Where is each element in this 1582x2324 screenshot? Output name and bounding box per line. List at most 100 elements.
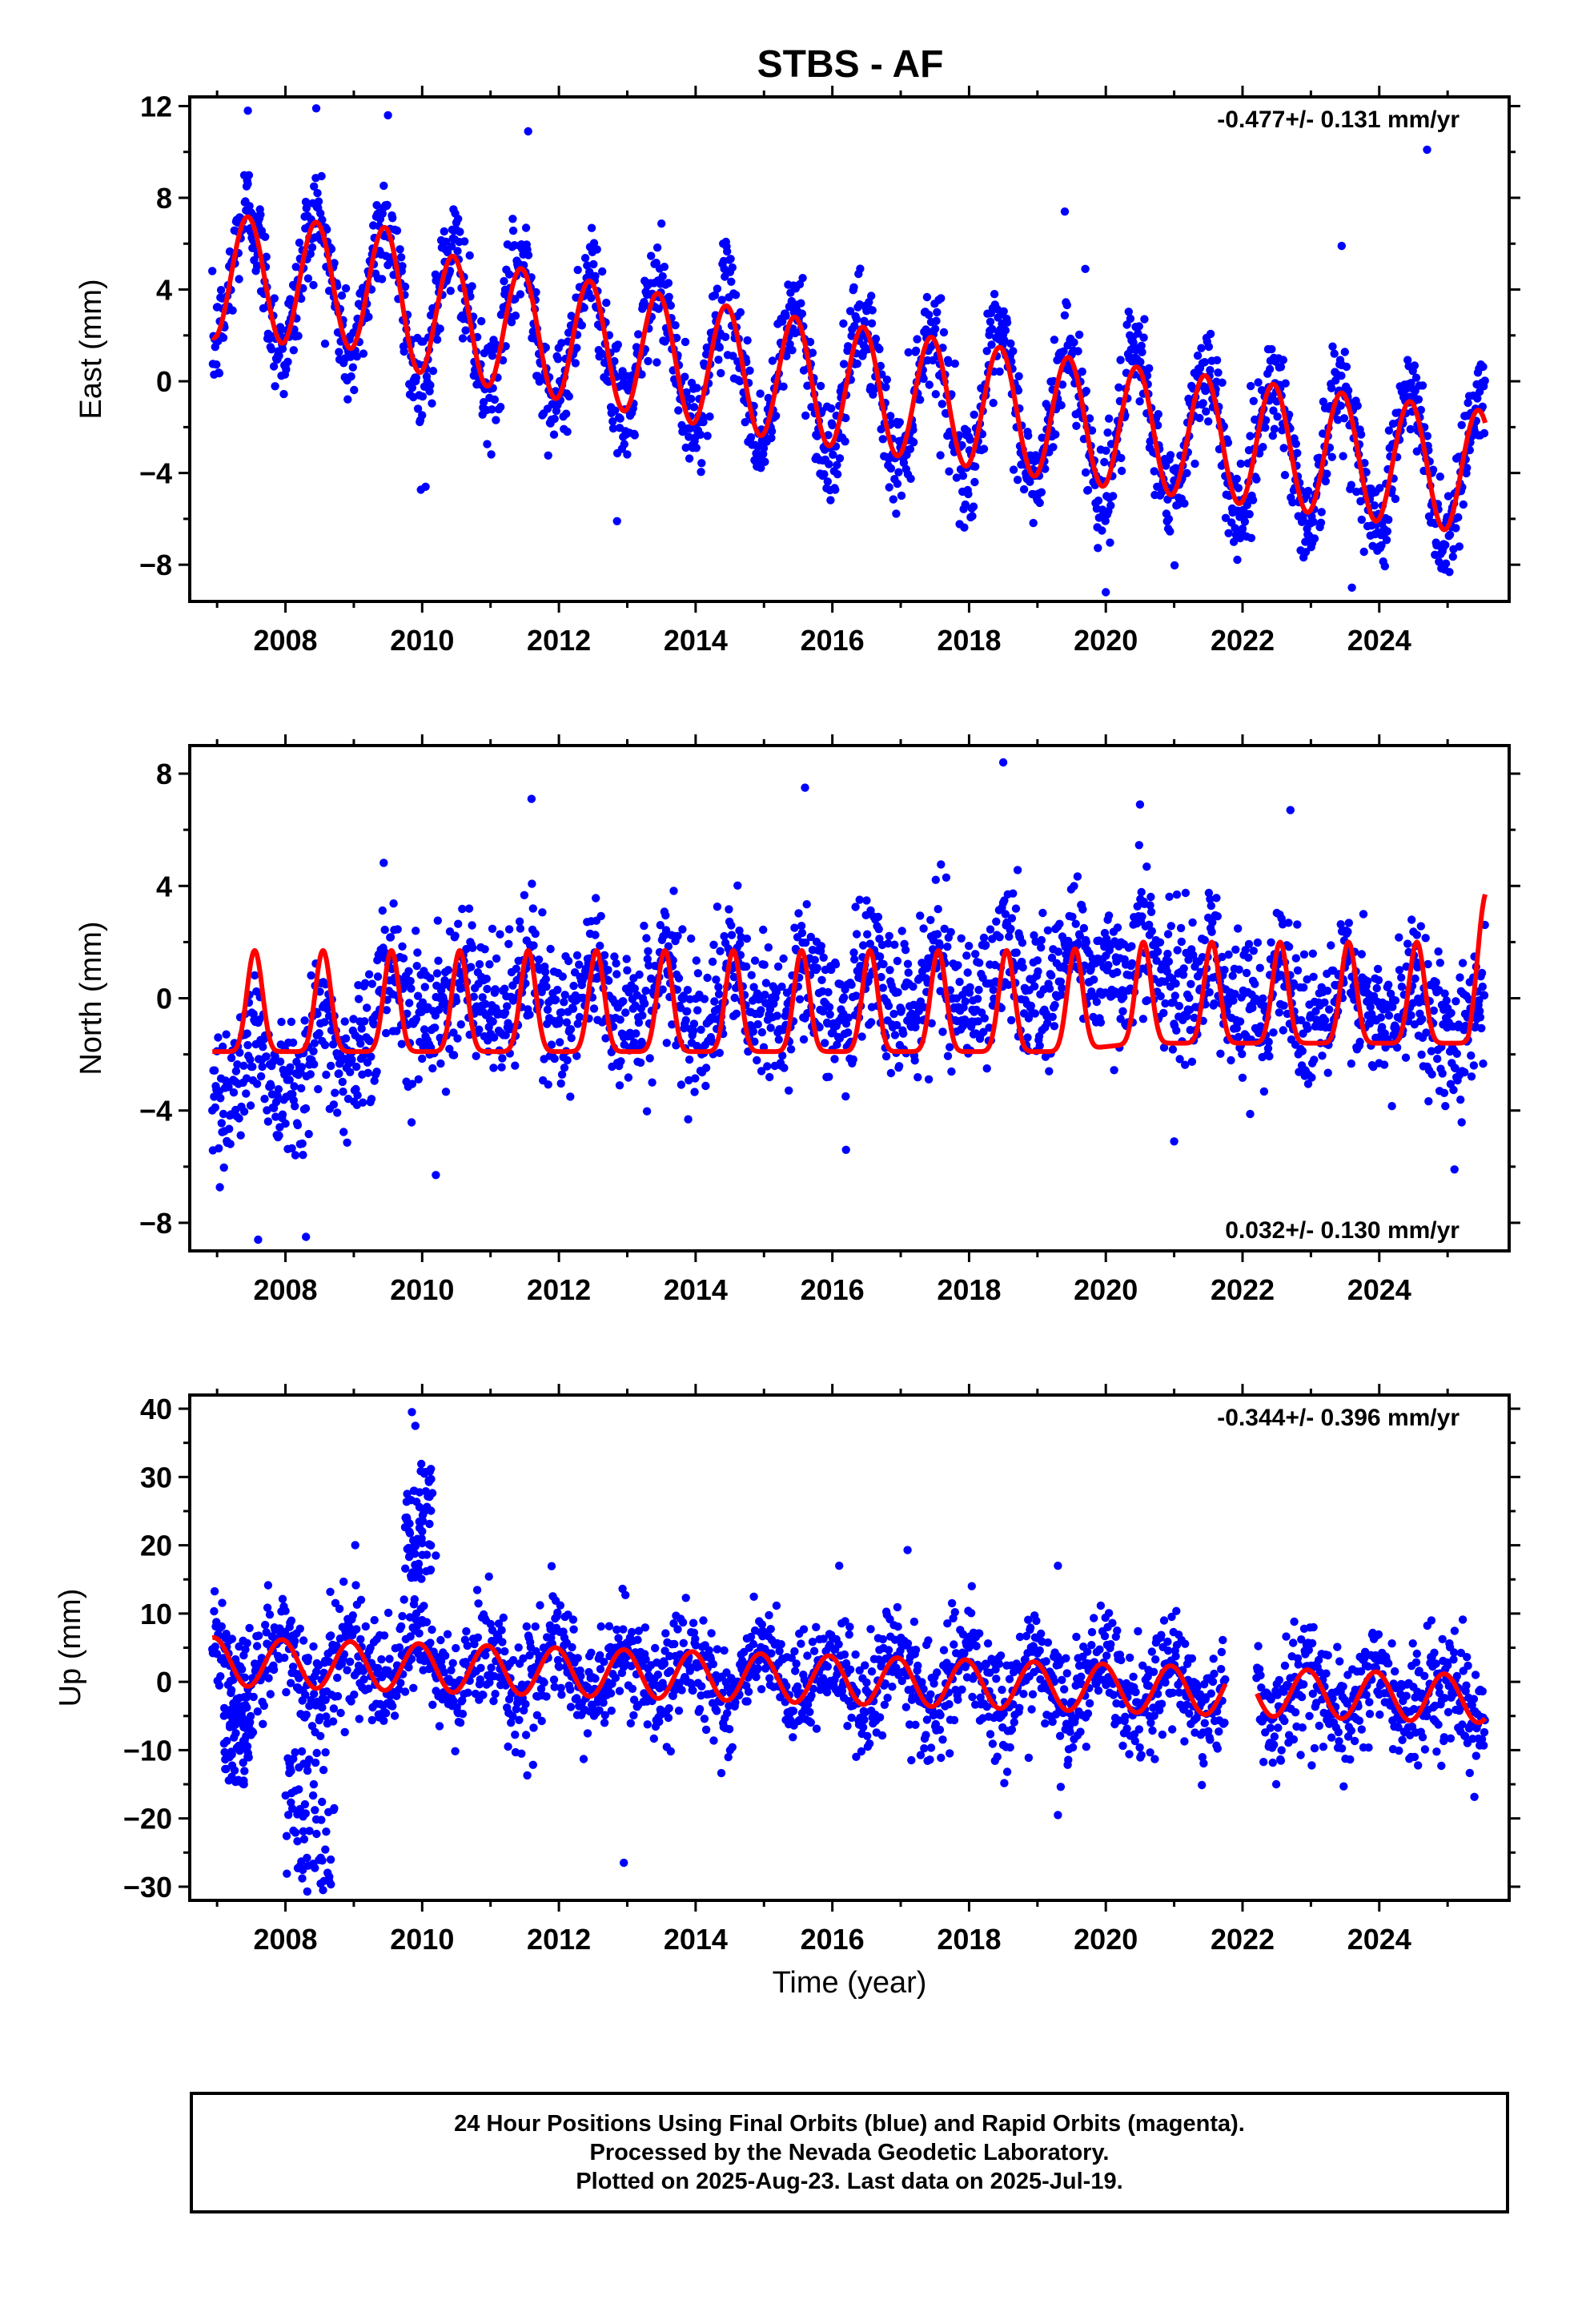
data-point — [971, 950, 980, 959]
data-point — [1333, 416, 1343, 424]
data-point — [451, 1747, 460, 1755]
data-point — [1106, 501, 1115, 510]
data-point — [591, 271, 600, 280]
data-point — [616, 1057, 625, 1066]
data-point — [1090, 975, 1098, 984]
data-point — [1323, 987, 1332, 995]
data-point — [436, 324, 444, 333]
data-point — [909, 438, 918, 447]
data-point — [516, 290, 525, 299]
data-point — [828, 420, 837, 430]
data-point — [685, 1055, 694, 1064]
data-point — [890, 1031, 900, 1039]
data-point — [955, 977, 964, 987]
data-point — [736, 308, 745, 317]
data-point — [966, 435, 974, 444]
data-point — [409, 1683, 418, 1692]
data-point — [563, 1055, 572, 1065]
data-point — [823, 1019, 833, 1028]
data-point — [1185, 993, 1194, 1003]
data-point — [291, 1102, 299, 1111]
data-point — [392, 1027, 401, 1035]
data-point — [757, 1027, 766, 1037]
plot-frame — [188, 95, 1511, 603]
data-point — [1347, 1059, 1356, 1068]
data-point — [715, 1048, 724, 1058]
data-point — [299, 1151, 307, 1160]
data-point — [756, 389, 765, 398]
data-point — [938, 1027, 947, 1036]
data-point — [359, 1675, 368, 1684]
data-point — [1174, 1002, 1184, 1011]
data-point — [1200, 935, 1210, 945]
data-point — [962, 951, 971, 960]
data-point — [608, 424, 618, 433]
data-point — [1293, 448, 1302, 457]
data-point — [906, 474, 915, 483]
data-point — [642, 934, 651, 943]
data-point — [564, 956, 573, 966]
data-point — [379, 858, 388, 867]
data-point — [1137, 887, 1146, 897]
data-point — [372, 201, 381, 210]
data-point — [825, 1072, 833, 1081]
data-point — [1175, 1055, 1184, 1063]
data-point — [243, 1040, 252, 1050]
data-point — [612, 970, 621, 979]
y-axis-label: North (mm) — [74, 921, 108, 1075]
data-point — [1001, 910, 1010, 919]
data-point — [1188, 918, 1197, 927]
data-point — [1280, 471, 1290, 480]
data-point — [763, 1062, 772, 1071]
data-point — [730, 993, 739, 1003]
data-point — [557, 1070, 567, 1080]
data-point — [444, 966, 453, 975]
data-point — [218, 1598, 227, 1607]
data-point — [412, 1015, 421, 1023]
data-point — [1043, 1019, 1052, 1027]
data-point — [909, 982, 917, 991]
data-point — [691, 1074, 700, 1083]
data-point — [1023, 1033, 1032, 1042]
data-point — [468, 282, 476, 291]
data-point — [287, 1616, 296, 1625]
data-point — [524, 251, 533, 259]
data-point — [516, 924, 525, 933]
data-point — [492, 954, 501, 963]
data-point — [1452, 524, 1460, 533]
data-point — [293, 1120, 303, 1130]
data-point — [215, 368, 224, 378]
data-point — [1098, 526, 1106, 535]
y-axis-label: East (mm) — [74, 279, 108, 419]
data-point — [714, 983, 723, 991]
data-point — [1218, 378, 1227, 387]
data-point — [317, 171, 326, 181]
y-tick-label: 0 — [156, 365, 172, 398]
outlier-point — [254, 1235, 263, 1244]
data-point — [369, 1019, 379, 1029]
data-point — [1467, 1051, 1476, 1060]
data-point — [456, 1719, 465, 1727]
data-point — [1252, 475, 1261, 484]
data-point — [266, 1690, 275, 1699]
data-point — [608, 417, 617, 426]
data-point — [1395, 966, 1404, 975]
data-point — [855, 895, 864, 904]
data-point — [681, 443, 690, 452]
data-point — [1138, 1015, 1148, 1023]
data-point — [924, 1075, 934, 1084]
data-point — [324, 287, 334, 296]
data-point — [263, 1117, 273, 1126]
data-point — [1182, 1011, 1191, 1021]
data-point — [355, 1715, 363, 1723]
data-point — [1206, 366, 1215, 375]
data-point — [367, 1052, 375, 1061]
data-point — [893, 987, 902, 997]
data-point — [1155, 938, 1165, 947]
data-point — [867, 292, 876, 300]
outlier-point — [302, 1232, 311, 1241]
outlier-point — [1347, 583, 1356, 592]
data-point — [961, 500, 970, 509]
x-tick-label: 2022 — [1211, 624, 1275, 657]
data-point — [1454, 513, 1463, 522]
